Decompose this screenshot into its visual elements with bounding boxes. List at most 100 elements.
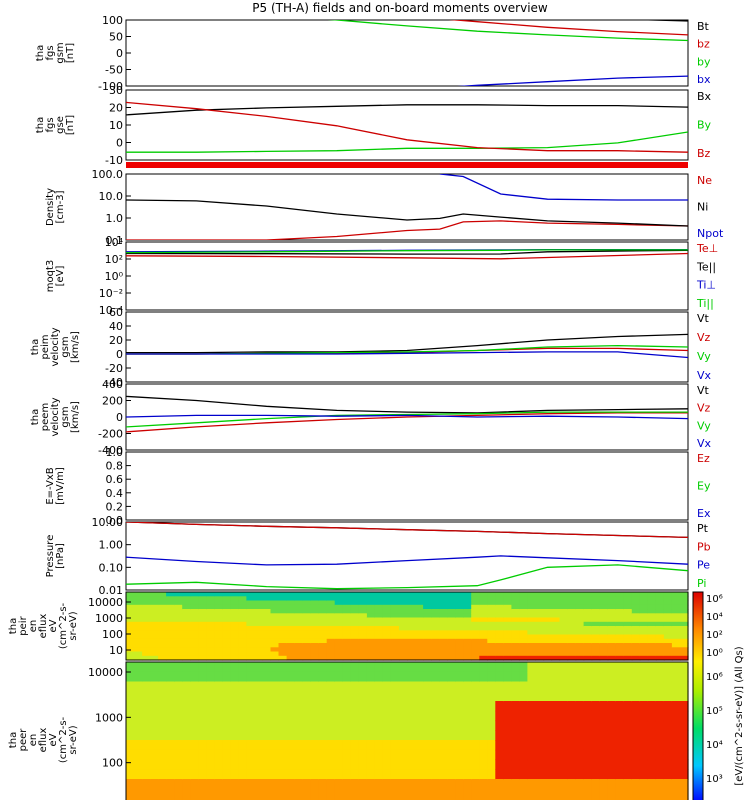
spec-cell (543, 681, 553, 692)
legend-Npot: Npot (697, 227, 724, 240)
spec-cell (382, 749, 392, 761)
spec-cell (463, 710, 472, 722)
spec-cell (551, 759, 561, 770)
spec-cell (399, 592, 408, 597)
spec-cell (270, 647, 280, 653)
spec-cell (511, 779, 520, 790)
ytick-label: 400 (102, 378, 123, 391)
spec-cell (278, 798, 288, 800)
spec-cell (663, 604, 673, 610)
spec-cell (680, 662, 689, 673)
spec-cell (350, 662, 360, 673)
spec-cell (302, 609, 312, 614)
spec-cell (214, 655, 223, 661)
spec-cell (407, 759, 416, 770)
spec-cell (527, 630, 536, 636)
spec-cell (647, 701, 657, 712)
spec-cell (246, 759, 255, 770)
spec-cell (126, 749, 135, 761)
spec-cell (527, 710, 536, 722)
spec-cell (487, 617, 496, 623)
spec-cell (680, 626, 689, 631)
spec-cell (174, 638, 183, 644)
spec-cell (447, 691, 456, 702)
spec-cell (415, 647, 424, 653)
spec-cell (350, 671, 360, 683)
spec-cell (302, 788, 312, 800)
spec-cell (503, 701, 512, 712)
spec-cell (511, 621, 520, 627)
spec-cell (535, 779, 545, 790)
spec-cell (439, 701, 448, 712)
spec-cell (431, 651, 440, 657)
spec-cell (463, 613, 472, 619)
spec-cell (479, 626, 488, 631)
spec-cell (415, 596, 424, 602)
spec-cell (647, 691, 657, 702)
ytick-label: 1000 (95, 612, 123, 625)
spec-cell (390, 691, 400, 702)
spec-cell (591, 655, 601, 661)
spec-cell (655, 681, 665, 692)
spec-cell (334, 604, 344, 610)
spec-cell (310, 609, 320, 614)
spec-cell (431, 609, 440, 614)
spec-cell (487, 749, 496, 761)
spec-cell (567, 621, 577, 627)
spec-cell (190, 592, 199, 597)
spec-cell (222, 788, 231, 800)
spec-cell (230, 643, 239, 648)
spec-cell (527, 798, 536, 800)
spec-cell (479, 720, 488, 731)
spec-cell (198, 798, 207, 800)
ylabel-line: (cm^2-s- (58, 602, 69, 649)
spec-cell (374, 759, 384, 770)
spec-cell (583, 613, 593, 619)
spec-cell (326, 759, 336, 770)
spec-cell (246, 630, 255, 636)
ylabel: thafgsgsm[nT] (35, 42, 76, 63)
spec-cell (447, 769, 456, 780)
spec-cell (214, 592, 223, 597)
spec-cell (415, 749, 424, 761)
spec-cell (655, 592, 665, 597)
spec-cell (487, 779, 496, 790)
spec-cell (214, 740, 223, 751)
spec-cell (246, 740, 255, 751)
spec-cell (479, 662, 488, 673)
spec-cell (551, 710, 561, 722)
spec-cell (206, 759, 215, 770)
spec-cell (607, 613, 617, 619)
spec-cell (487, 691, 496, 702)
spec-cell (230, 655, 239, 661)
spec-cell (310, 638, 320, 644)
spec-cell (479, 779, 488, 790)
spec-cell (511, 592, 520, 597)
spec-cell (559, 749, 569, 761)
spec-cell (358, 681, 368, 692)
spec-cell (270, 604, 280, 610)
ytick-label: 10² (105, 253, 123, 266)
spec-cell (599, 630, 609, 636)
spec-cell (142, 730, 151, 741)
spec-cell (350, 643, 360, 648)
spec-cell (334, 788, 344, 800)
spec-cell (671, 609, 681, 614)
spec-cell (511, 710, 520, 722)
spec-cell (278, 671, 288, 683)
spec-cell (639, 701, 649, 712)
spec-cell (166, 630, 175, 636)
spec-cell (680, 730, 689, 741)
spec-cell (439, 710, 448, 722)
spec-cell (399, 701, 408, 712)
spec-cell (615, 651, 625, 657)
spec-cell (639, 769, 649, 780)
spec-cell (511, 691, 520, 702)
spec-cell (607, 634, 617, 640)
ylabel-line: peir (18, 615, 29, 635)
spec-cell (390, 609, 400, 614)
spec-cell (415, 621, 424, 627)
spec-cell (511, 798, 520, 800)
spec-cell (318, 655, 328, 661)
ytick-label: 1.00 (99, 539, 124, 552)
